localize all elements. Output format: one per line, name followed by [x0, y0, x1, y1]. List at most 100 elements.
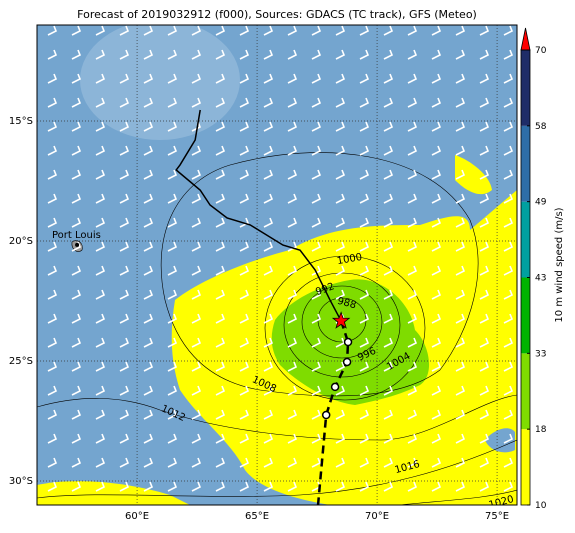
barb: [191, 433, 202, 444]
barb: [95, 121, 106, 132]
barb: [455, 25, 466, 36]
barb: [479, 73, 490, 84]
barb: [143, 97, 154, 108]
barb: [431, 73, 442, 84]
barb: [119, 265, 130, 276]
barb: [503, 337, 514, 348]
colorbar-tick-label: 18: [535, 425, 547, 435]
isobar-label: 1000: [336, 252, 363, 267]
barb: [383, 481, 394, 492]
barb: [143, 409, 154, 420]
barb: [215, 289, 226, 300]
barb: [359, 433, 370, 444]
lat-label: 15°S: [9, 116, 33, 127]
barb: [191, 169, 202, 180]
barb: [167, 145, 178, 156]
barb: [383, 409, 394, 420]
barb: [167, 313, 178, 324]
barb: [431, 361, 442, 372]
barb: [407, 49, 418, 60]
barb: [191, 217, 202, 228]
barb: [119, 433, 130, 444]
barb: [479, 145, 490, 156]
barb: [119, 457, 130, 468]
barb: [479, 265, 490, 276]
place-marker: [75, 242, 80, 247]
barb: [191, 457, 202, 468]
barb: [287, 433, 298, 444]
barb: [335, 97, 346, 108]
barb: [407, 289, 418, 300]
title: Forecast of 2019032912 (f000), Sources: …: [77, 8, 477, 21]
barb: [239, 193, 250, 204]
barb: [47, 97, 58, 108]
lon-label: 75°E: [485, 511, 509, 522]
barb: [215, 313, 226, 324]
barb: [335, 145, 346, 156]
barb: [383, 97, 394, 108]
barb: [503, 433, 514, 444]
barb: [431, 265, 442, 276]
barb: [191, 337, 202, 348]
barb: [431, 217, 442, 228]
barb: [407, 241, 418, 252]
barb: [95, 241, 106, 252]
shading: [80, 25, 240, 140]
barb: [287, 385, 298, 396]
colorbar-tick-label: 33: [535, 349, 546, 359]
barb: [215, 73, 226, 84]
barb: [239, 457, 250, 468]
barb: [311, 217, 322, 228]
barb: [263, 121, 274, 132]
barb: [431, 337, 442, 348]
barb: [359, 337, 370, 348]
colorbar-label: 10 m wind speed (m/s): [554, 207, 565, 322]
barb: [191, 265, 202, 276]
barb: [71, 361, 82, 372]
barb: [71, 169, 82, 180]
barb: [143, 193, 154, 204]
barb: [167, 25, 178, 36]
barb: [335, 217, 346, 228]
barb: [311, 25, 322, 36]
barb: [263, 25, 274, 36]
barb: [287, 25, 298, 36]
barb: [47, 193, 58, 204]
barb: [335, 433, 346, 444]
barb: [335, 169, 346, 180]
barb: [71, 193, 82, 204]
barb: [143, 385, 154, 396]
barb: [167, 169, 178, 180]
wind-zone: [37, 481, 190, 505]
barb: [167, 289, 178, 300]
barb: [335, 385, 346, 396]
colorbar-segment: [521, 50, 530, 126]
barb: [95, 145, 106, 156]
barb: [335, 193, 346, 204]
barb: [407, 265, 418, 276]
barb: [383, 145, 394, 156]
barb: [359, 25, 370, 36]
barb: [335, 361, 346, 372]
barb: [287, 361, 298, 372]
barb: [215, 385, 226, 396]
barb: [287, 337, 298, 348]
colorbar-segment: [521, 125, 530, 202]
barb: [383, 433, 394, 444]
barb: [47, 313, 58, 324]
barb: [287, 73, 298, 84]
barb: [431, 457, 442, 468]
colorbar-segment: [521, 201, 530, 278]
barb: [47, 73, 58, 84]
barb: [407, 217, 418, 228]
barb: [143, 73, 154, 84]
barb: [455, 433, 466, 444]
barb: [383, 169, 394, 180]
barb: [239, 217, 250, 228]
barb: [239, 385, 250, 396]
barb: [407, 457, 418, 468]
barb: [71, 313, 82, 324]
barb: [119, 169, 130, 180]
barb: [143, 121, 154, 132]
barb: [431, 49, 442, 60]
